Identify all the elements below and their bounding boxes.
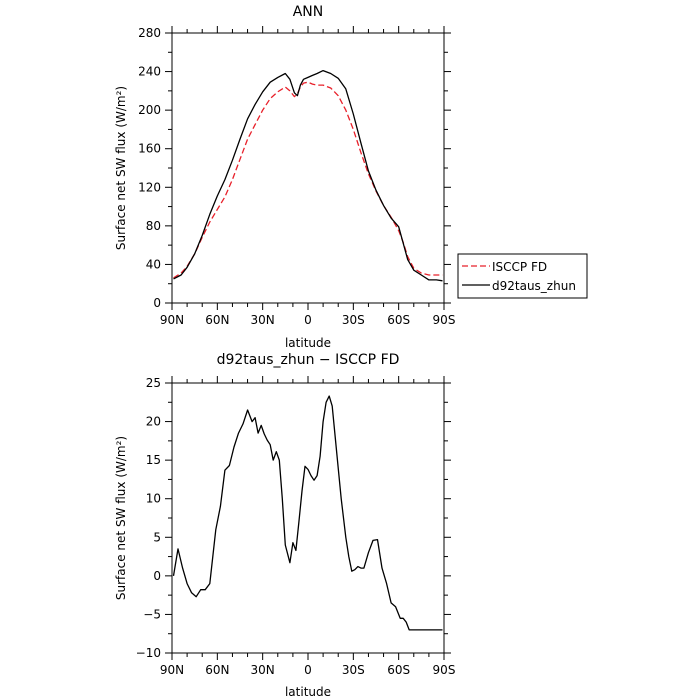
y-tick-label: −5 [143,607,161,621]
chart-bottom-ticks: 90N 60N 30N 0 30S 60S 90S −10 −5 0 5 10 15 20 25 [136,376,456,677]
legend-label-d92: d92taus_zhun [492,279,576,293]
chart-bottom-xlabel: latitude [285,685,331,699]
y-tick-label: 0 [153,296,161,310]
legend: ISCCP FD d92taus_zhun [457,253,588,299]
x-tick-label: 30S [342,313,365,327]
x-tick-label: 30S [342,663,365,677]
x-tick-label: 60N [205,663,229,677]
chart-top-ylabel: Surface net SW flux (W/m²) [114,86,128,250]
x-tick-label: 60S [387,313,410,327]
x-tick-label: 60S [387,663,410,677]
x-tick-label: 30N [251,663,275,677]
y-tick-label: −10 [136,646,161,660]
y-tick-label: 120 [138,180,161,194]
chart-top-xlabel: latitude [285,336,331,350]
chart-bottom-ylabel: Surface net SW flux (W/m²) [114,436,128,600]
y-tick-label: 40 [146,257,161,271]
chart-top: ANN latitude Surface net SW flux (W/m²) … [114,4,455,350]
y-tick-label: 240 [138,65,161,79]
y-tick-label: 80 [146,219,161,233]
x-tick-label: 90N [160,663,184,677]
x-tick-label: 60N [205,313,229,327]
chart-top-ticks: 90N 60N 30N 0 30S 60S 90S 0 40 80 120 160 200 240 280 [138,26,455,327]
y-tick-label: 280 [138,26,161,40]
series-line-bottom-0 [172,395,443,631]
y-tick-label: 0 [153,569,161,583]
x-tick-label: 30N [251,313,275,327]
y-tick-label: 10 [146,492,161,506]
x-tick-label: 90S [433,663,456,677]
series-line-top-0 [173,81,443,279]
x-tick-label: 90S [433,313,456,327]
chart-top-title: ANN [293,4,324,20]
series-line-top-1 [173,69,443,282]
chart-bottom: d92taus_zhun − ISCCP FD latitude Surface… [114,352,455,699]
chart-bottom-lines [172,395,443,631]
y-tick-label: 20 [146,415,161,429]
chart-bottom-frame [171,382,445,654]
chart-top-lines [173,69,443,282]
y-tick-label: 15 [146,453,161,467]
x-tick-label: 90N [160,313,184,327]
y-tick-label: 25 [146,376,161,390]
y-tick-label: 200 [138,103,161,117]
x-tick-label: 0 [304,313,312,327]
y-tick-label: 5 [153,530,161,544]
chart-top-frame [171,32,445,304]
legend-box [457,253,588,299]
y-tick-label: 160 [138,142,161,156]
chart-bottom-title: d92taus_zhun − ISCCP FD [217,352,400,368]
x-tick-label: 0 [304,663,312,677]
legend-label-isccp: ISCCP FD [492,260,547,274]
